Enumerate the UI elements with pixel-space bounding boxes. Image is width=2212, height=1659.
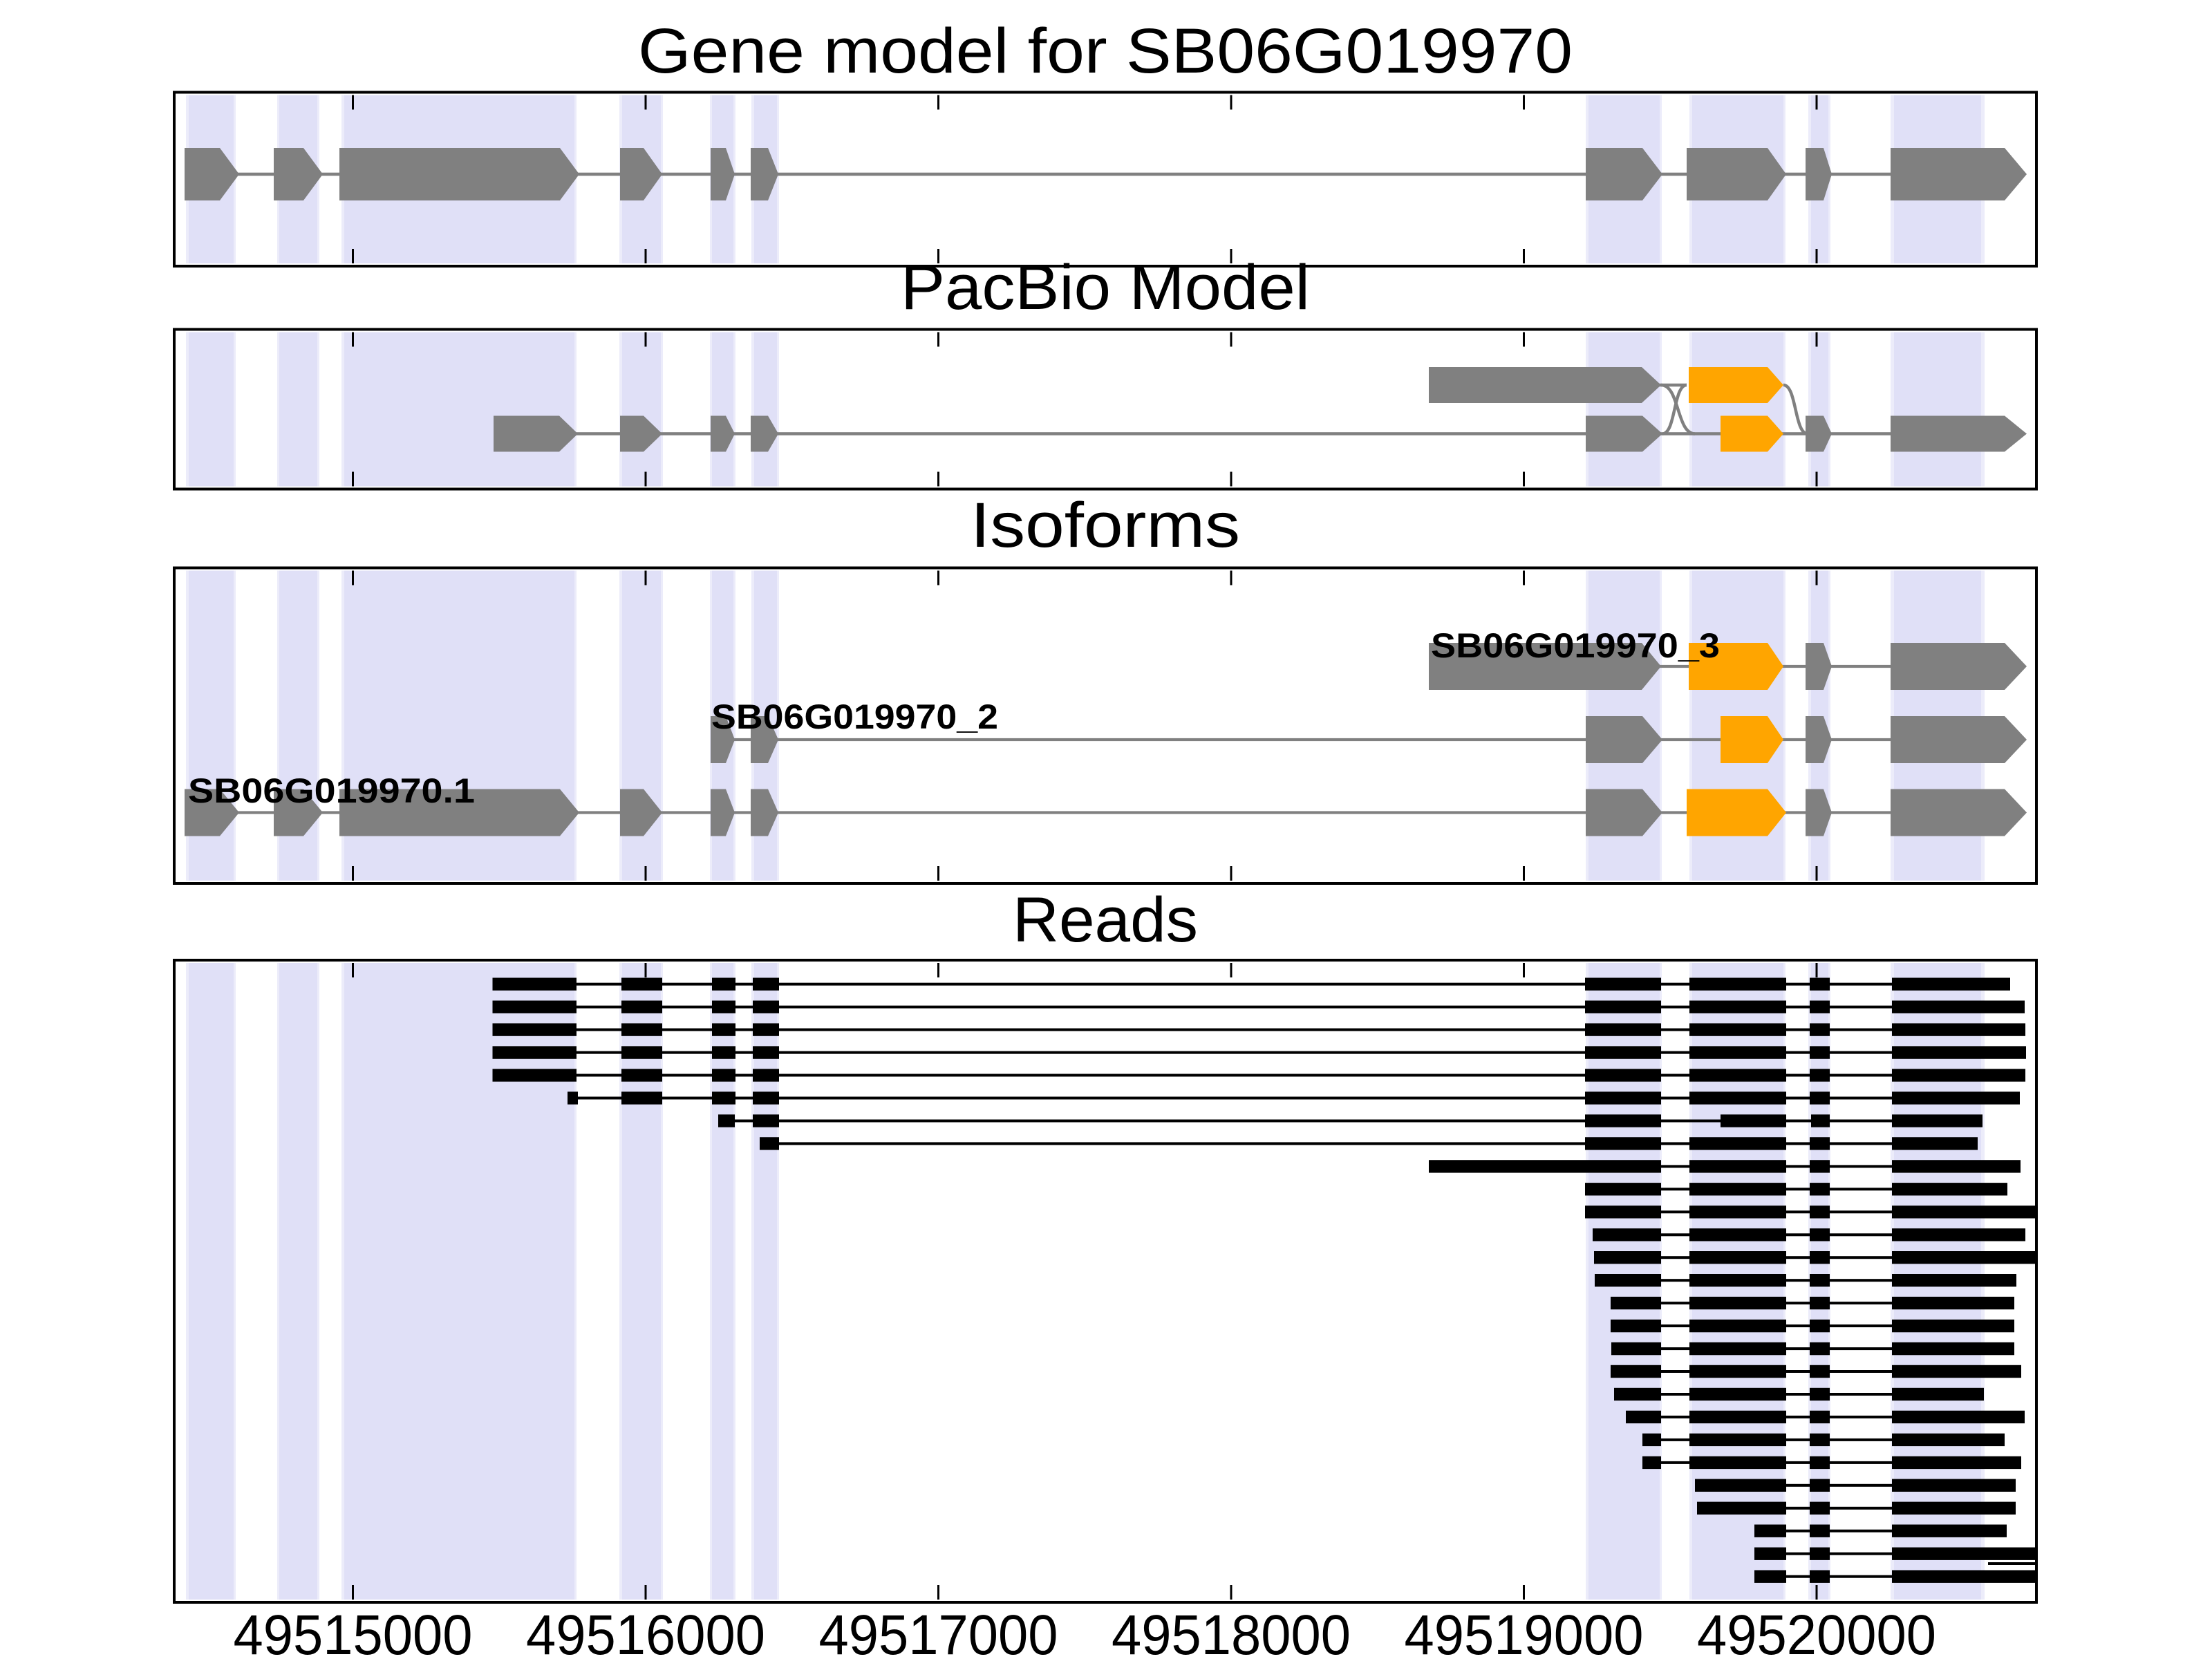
- svg-text:49517000: 49517000: [819, 1604, 1058, 1659]
- svg-text:49519000: 49519000: [1405, 1604, 1644, 1659]
- svg-text:SB06G019970.1: SB06G019970.1: [188, 771, 475, 810]
- svg-text:Reads: Reads: [1013, 885, 1198, 955]
- svg-text:SB06G019970_3: SB06G019970_3: [1431, 626, 1720, 665]
- svg-text:Isoforms: Isoforms: [971, 490, 1240, 561]
- svg-text:PacBio Model: PacBio Model: [901, 252, 1310, 323]
- svg-text:Gene model for SB06G019970: Gene model for SB06G019970: [638, 16, 1573, 86]
- svg-text:49520000: 49520000: [1697, 1604, 1936, 1659]
- svg-text:SB06G019970_2: SB06G019970_2: [711, 697, 998, 736]
- svg-text:49516000: 49516000: [526, 1604, 765, 1659]
- svg-text:49515000: 49515000: [234, 1604, 473, 1659]
- svg-text:49518000: 49518000: [1112, 1604, 1351, 1659]
